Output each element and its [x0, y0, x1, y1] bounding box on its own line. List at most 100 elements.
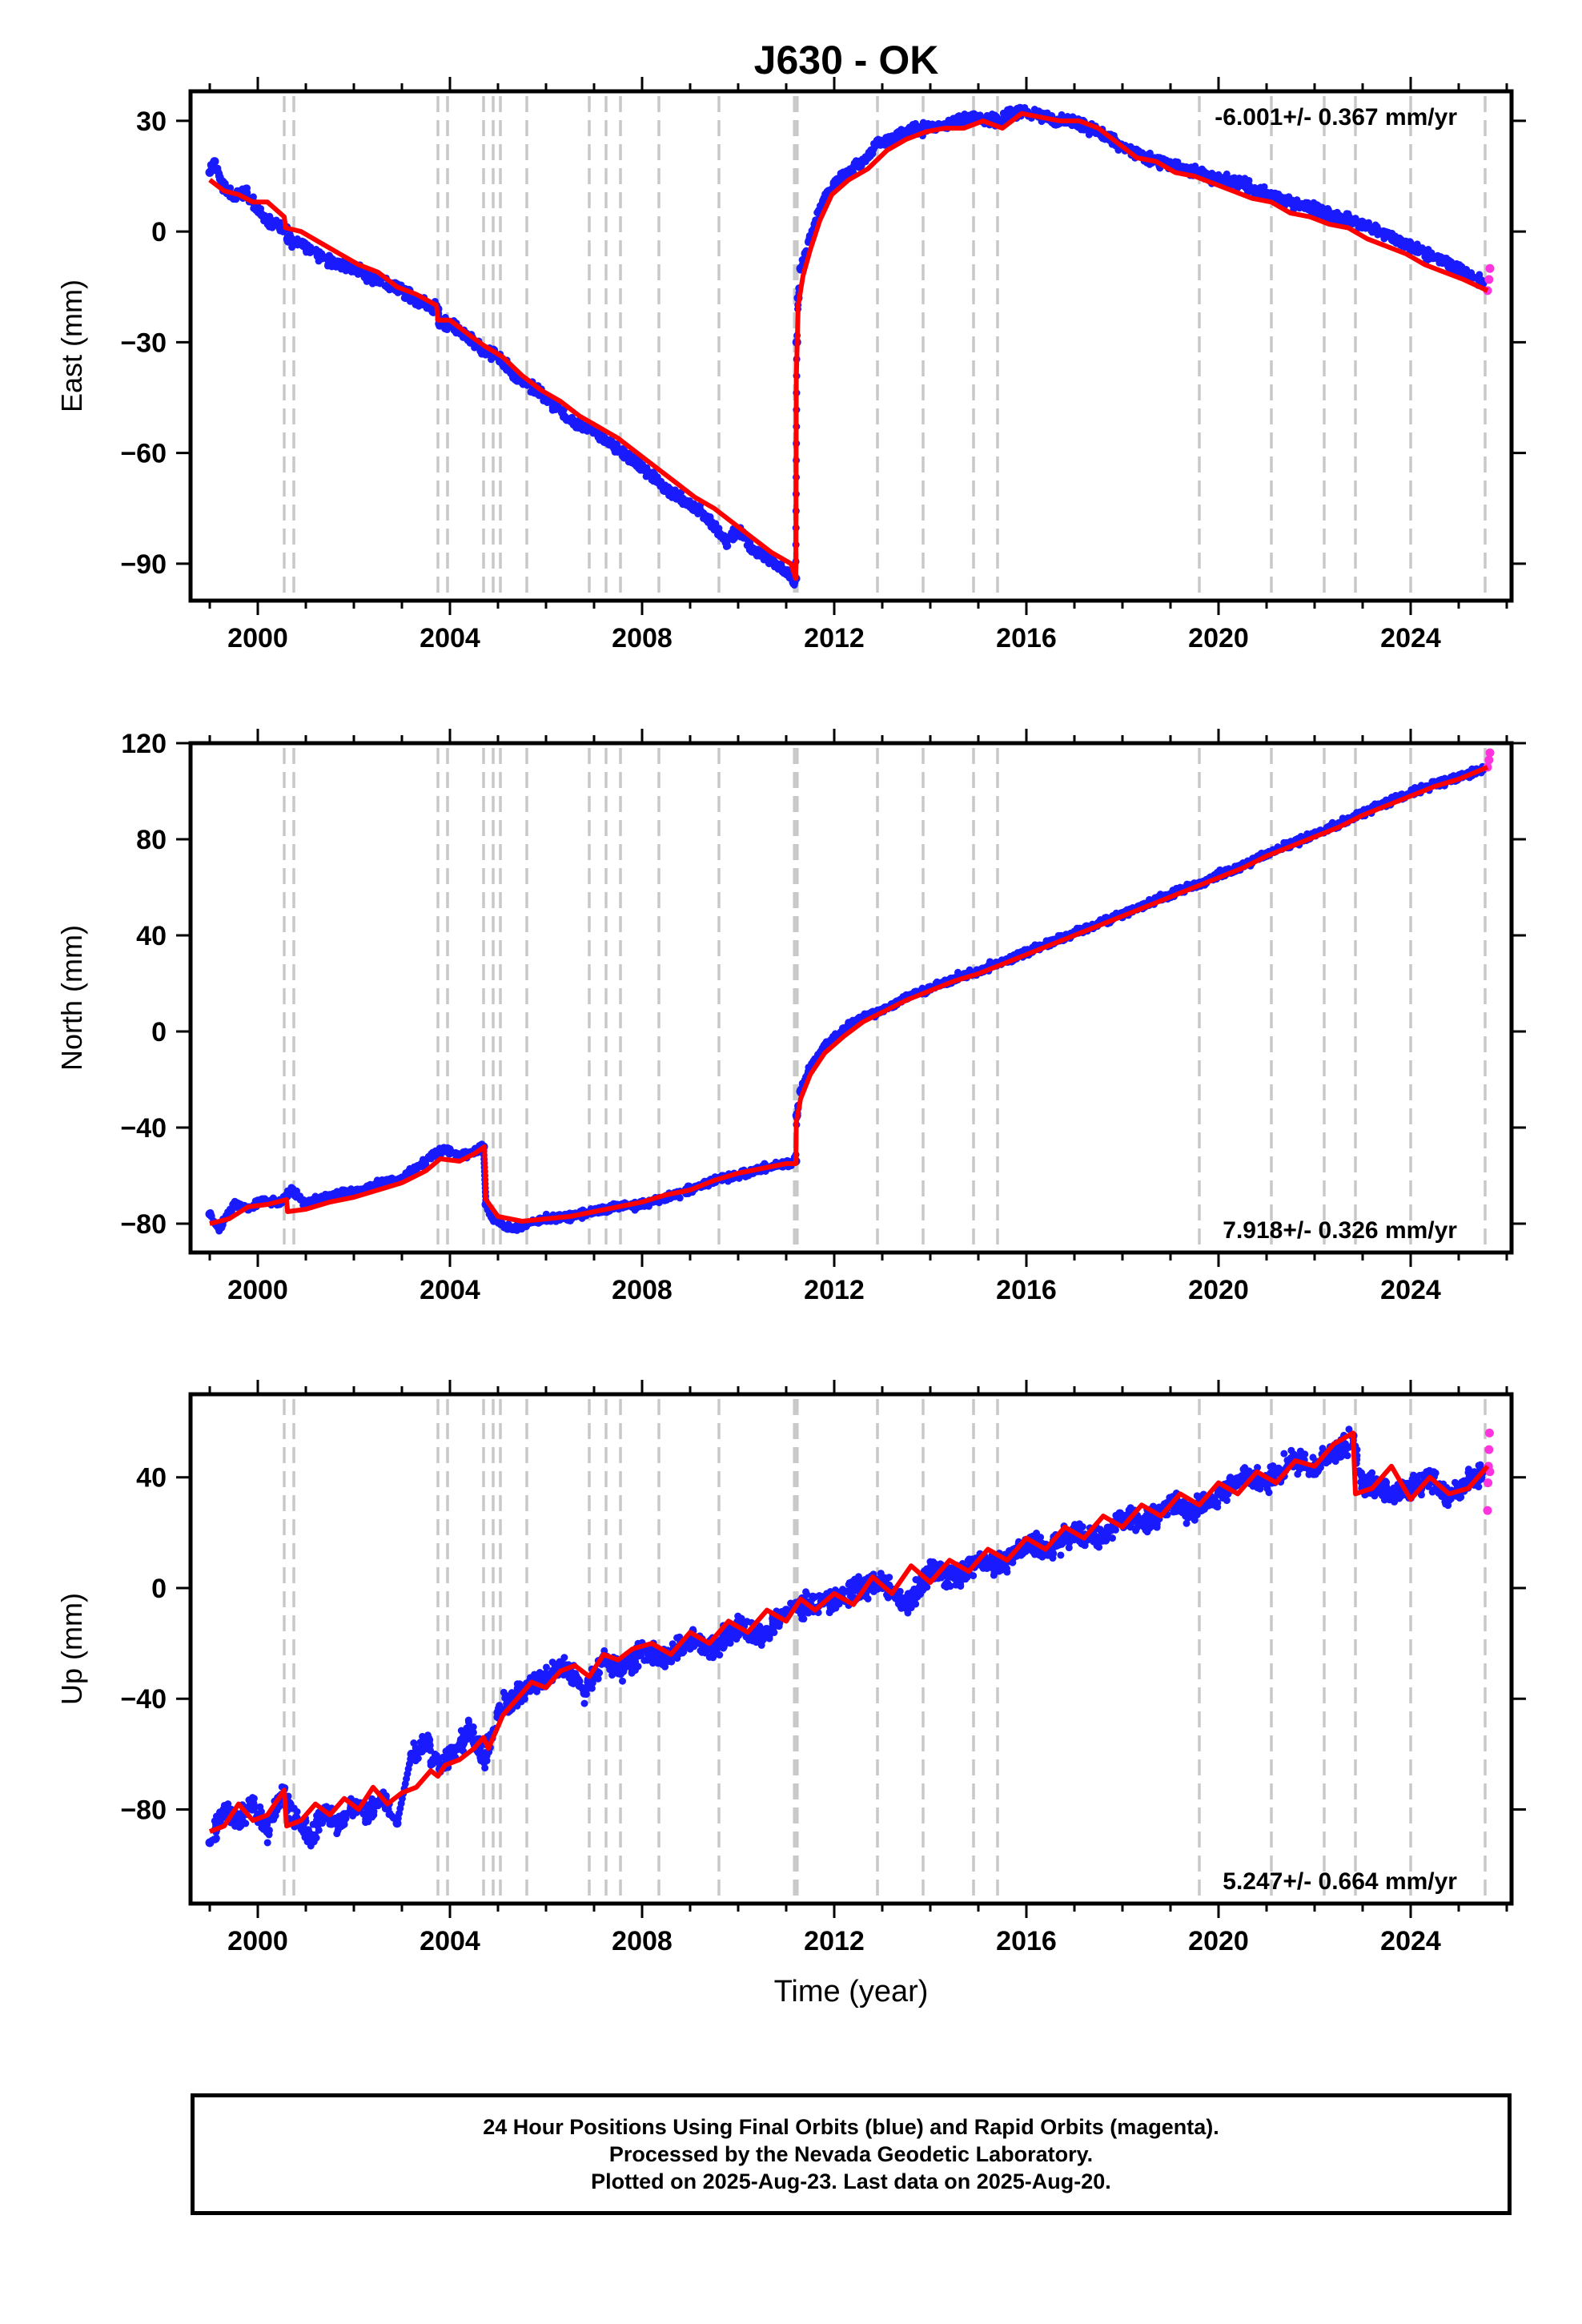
data-point	[1233, 177, 1241, 185]
data-point	[1210, 171, 1218, 179]
data-point	[419, 301, 427, 309]
data-point	[1256, 184, 1264, 192]
y-tick-label: −60	[120, 439, 167, 469]
data-point	[416, 1163, 424, 1171]
x-tick-label: 2000	[227, 623, 288, 653]
chart-title: J630 - OK	[754, 38, 939, 82]
data-point	[232, 1201, 240, 1209]
rate-annotation: -6.001+/- 0.367 mm/yr	[1215, 104, 1457, 131]
data-point	[427, 1155, 435, 1163]
y-tick-label: −90	[120, 549, 167, 580]
data-point	[242, 184, 250, 192]
data-point	[207, 168, 215, 176]
data-point	[706, 516, 714, 524]
data-point	[1317, 206, 1325, 214]
data-point	[785, 574, 793, 582]
data-point	[1079, 125, 1087, 133]
data-point	[874, 141, 882, 149]
data-point	[315, 251, 323, 259]
data-point	[749, 544, 757, 552]
data-point	[1439, 257, 1447, 265]
data-point	[613, 448, 621, 456]
data-point	[326, 1192, 334, 1200]
data-point	[292, 1192, 300, 1200]
data-point	[756, 552, 764, 560]
data-point	[1330, 210, 1338, 218]
data-point	[468, 340, 476, 348]
data-point	[361, 274, 369, 282]
data-point	[1240, 175, 1248, 183]
data-point	[312, 246, 320, 254]
data-point	[1282, 200, 1290, 208]
data-point	[583, 424, 591, 432]
data-point	[497, 1220, 505, 1228]
data-point	[264, 213, 272, 221]
data-point	[1058, 111, 1066, 119]
data-point	[922, 122, 930, 130]
data-point	[1177, 162, 1185, 170]
north-panel: 2000 2004 2008 2012 2016 2020 202412080400−40−…	[55, 729, 1526, 1305]
data-point	[1408, 247, 1416, 255]
y-tick-label: −30	[120, 328, 167, 358]
data-point	[849, 167, 857, 175]
data-point	[694, 510, 702, 518]
x-tick-label: 2008	[612, 623, 673, 653]
data-point	[419, 1156, 427, 1164]
data-point	[997, 118, 1005, 126]
data-point	[680, 497, 688, 505]
data-point	[1096, 916, 1104, 924]
data-point	[669, 488, 677, 496]
plot-area	[205, 748, 1495, 1235]
data-point	[1135, 147, 1143, 155]
y-tick-label: 30	[136, 107, 167, 137]
data-point	[954, 112, 962, 120]
data-point	[643, 465, 651, 473]
data-point	[404, 1167, 412, 1175]
data-point	[961, 115, 969, 123]
data-point	[707, 523, 715, 531]
data-point	[574, 424, 582, 432]
data-point	[1323, 211, 1331, 219]
data-point	[1304, 206, 1312, 214]
data-point	[275, 224, 283, 232]
data-point	[599, 433, 607, 441]
data-point	[1456, 261, 1464, 269]
data-point	[401, 1172, 409, 1180]
data-point	[1267, 191, 1275, 199]
data-point	[909, 125, 917, 133]
data-point	[347, 1185, 355, 1193]
data-point	[635, 459, 643, 467]
data-point	[251, 1197, 259, 1205]
data-point	[1052, 121, 1060, 129]
data-point	[1342, 214, 1350, 222]
data-point	[778, 563, 786, 571]
data-point	[673, 493, 681, 501]
rapid-point	[1484, 275, 1494, 284]
data-point	[693, 502, 701, 510]
data-point	[1002, 112, 1010, 120]
y-axis-label: East (mm)	[55, 279, 88, 412]
x-tick-label: 2024	[1380, 623, 1441, 653]
data-point	[215, 170, 223, 178]
data-point	[541, 396, 549, 404]
data-point	[655, 478, 663, 486]
data-point	[554, 402, 562, 410]
rapid-point	[1485, 263, 1495, 273]
data-point	[1258, 849, 1266, 857]
data-point	[762, 551, 770, 559]
data-point	[1146, 149, 1154, 157]
data-point	[1387, 233, 1395, 241]
data-point	[302, 242, 310, 250]
data-point	[333, 259, 341, 267]
data-point	[287, 1184, 295, 1192]
data-point	[568, 413, 576, 421]
data-point	[1420, 248, 1428, 256]
east-panel: 2000 2004 2008 2012 2016 2020 2024300−30−60−90…	[55, 77, 1526, 653]
data-point	[947, 119, 955, 127]
data-point	[307, 248, 315, 256]
data-point	[724, 542, 732, 550]
data-point	[717, 532, 725, 540]
data-point	[518, 379, 526, 387]
data-point	[890, 134, 898, 142]
